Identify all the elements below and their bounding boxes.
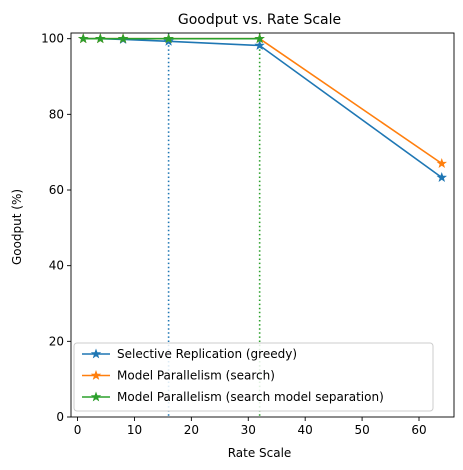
series-3-marker	[117, 33, 129, 44]
series-3-marker	[163, 33, 174, 44]
axes: 0 10 20 30 40 50 60 0 20 40 60 80 100	[41, 32, 455, 437]
x-tick-label: 60	[411, 423, 426, 437]
legend-marker-2	[90, 370, 102, 380]
legend-marker-1	[90, 348, 102, 359]
y-tick-label: 0	[56, 410, 64, 424]
legend-entry-1: Selective Replication (greedy)	[117, 347, 297, 361]
y-tick-label: 60	[49, 183, 64, 197]
axes-frame	[70, 32, 455, 418]
y-tick-label: 20	[49, 334, 64, 348]
y-tick-label: 40	[49, 259, 64, 273]
y-tick-label: 80	[49, 107, 64, 121]
series-line-1	[83, 37, 443, 179]
legend-entry-2: Model Parallelism (search)	[117, 369, 275, 383]
x-tick-label: 50	[354, 423, 369, 437]
y-tick-label: 100	[41, 32, 64, 46]
x-tick-label: 0	[74, 423, 82, 437]
y-axis-label: Goodput (%)	[10, 189, 24, 265]
series-1-marker	[254, 40, 265, 50]
legend-marker-3	[90, 391, 102, 402]
x-tick-label: 30	[241, 423, 256, 437]
x-axis-label: Rate Scale	[228, 446, 292, 460]
legend-entry-3: Model Parallelism (search model separati…	[117, 390, 384, 404]
series-2-marker	[436, 158, 447, 168]
series-1-marker	[436, 172, 447, 182]
legend-box	[73, 342, 434, 412]
series-3-marker	[78, 33, 89, 44]
legend: Selective Replication (greedy) Model Para…	[73, 342, 434, 412]
series-3-marker	[95, 33, 106, 44]
chart-title: Goodput vs. Rate Scale	[178, 12, 341, 28]
series-3-marker	[254, 33, 265, 44]
x-tick-label: 10	[127, 423, 142, 437]
x-tick-label: 20	[184, 423, 199, 437]
series-line-2	[83, 37, 443, 165]
x-tick-label: 40	[298, 423, 313, 437]
